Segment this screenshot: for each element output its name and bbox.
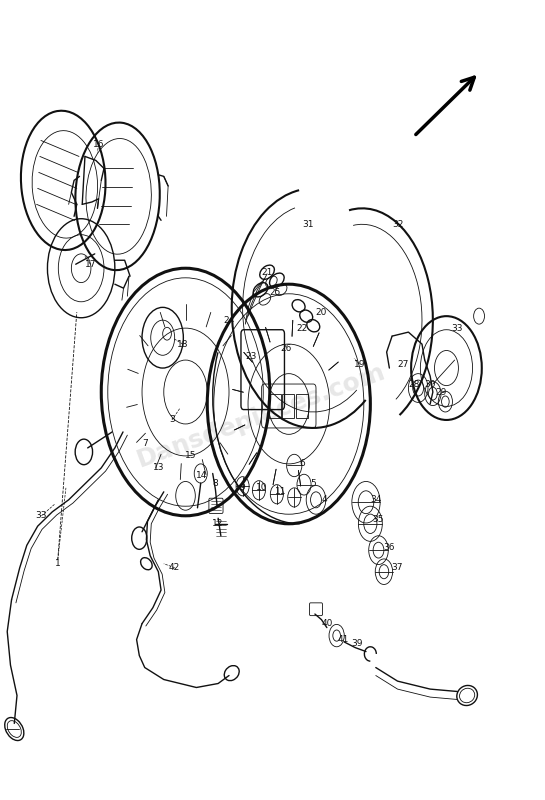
Bar <box>296 394 308 418</box>
Text: 3: 3 <box>169 415 175 425</box>
Text: 22: 22 <box>297 324 308 333</box>
Text: 23: 23 <box>245 351 257 361</box>
Text: 33: 33 <box>36 511 47 520</box>
Text: 29: 29 <box>435 387 447 397</box>
Text: 13: 13 <box>153 463 164 472</box>
Text: 1: 1 <box>55 559 60 568</box>
Text: 26: 26 <box>281 343 292 353</box>
Bar <box>282 394 294 418</box>
Text: 25: 25 <box>270 288 281 297</box>
Text: 31: 31 <box>302 220 313 229</box>
Text: 10: 10 <box>256 483 268 492</box>
Text: 15: 15 <box>185 451 197 461</box>
Text: 28: 28 <box>408 379 420 389</box>
Text: 35: 35 <box>373 515 384 524</box>
Text: 42: 42 <box>169 563 180 572</box>
Text: 18: 18 <box>177 339 189 349</box>
Text: 37: 37 <box>392 563 403 572</box>
Text: 27: 27 <box>397 359 409 369</box>
Text: 19: 19 <box>354 359 365 369</box>
Text: 17: 17 <box>84 260 96 269</box>
Text: 8: 8 <box>213 479 219 488</box>
Text: 9: 9 <box>240 483 245 492</box>
Text: 34: 34 <box>370 495 381 504</box>
Text: 36: 36 <box>384 543 395 552</box>
Text: 11: 11 <box>275 487 287 496</box>
Text: 40: 40 <box>321 619 332 628</box>
Text: 30: 30 <box>425 379 436 389</box>
Text: 33: 33 <box>452 324 463 333</box>
Text: 20: 20 <box>316 308 327 317</box>
Text: Dansdepieces.com: Dansdepieces.com <box>134 360 389 472</box>
Text: 16: 16 <box>93 140 104 149</box>
Bar <box>269 394 281 418</box>
Text: 6: 6 <box>300 459 305 468</box>
Text: 4: 4 <box>322 495 327 504</box>
Text: 7: 7 <box>142 439 148 449</box>
Text: 12: 12 <box>213 519 224 528</box>
Text: 39: 39 <box>351 639 362 648</box>
Text: 24: 24 <box>223 316 235 325</box>
Text: 41: 41 <box>337 635 349 644</box>
Text: 14: 14 <box>196 471 208 480</box>
Text: 21: 21 <box>262 268 272 277</box>
Text: 32: 32 <box>392 220 403 229</box>
Text: 5: 5 <box>311 479 316 488</box>
